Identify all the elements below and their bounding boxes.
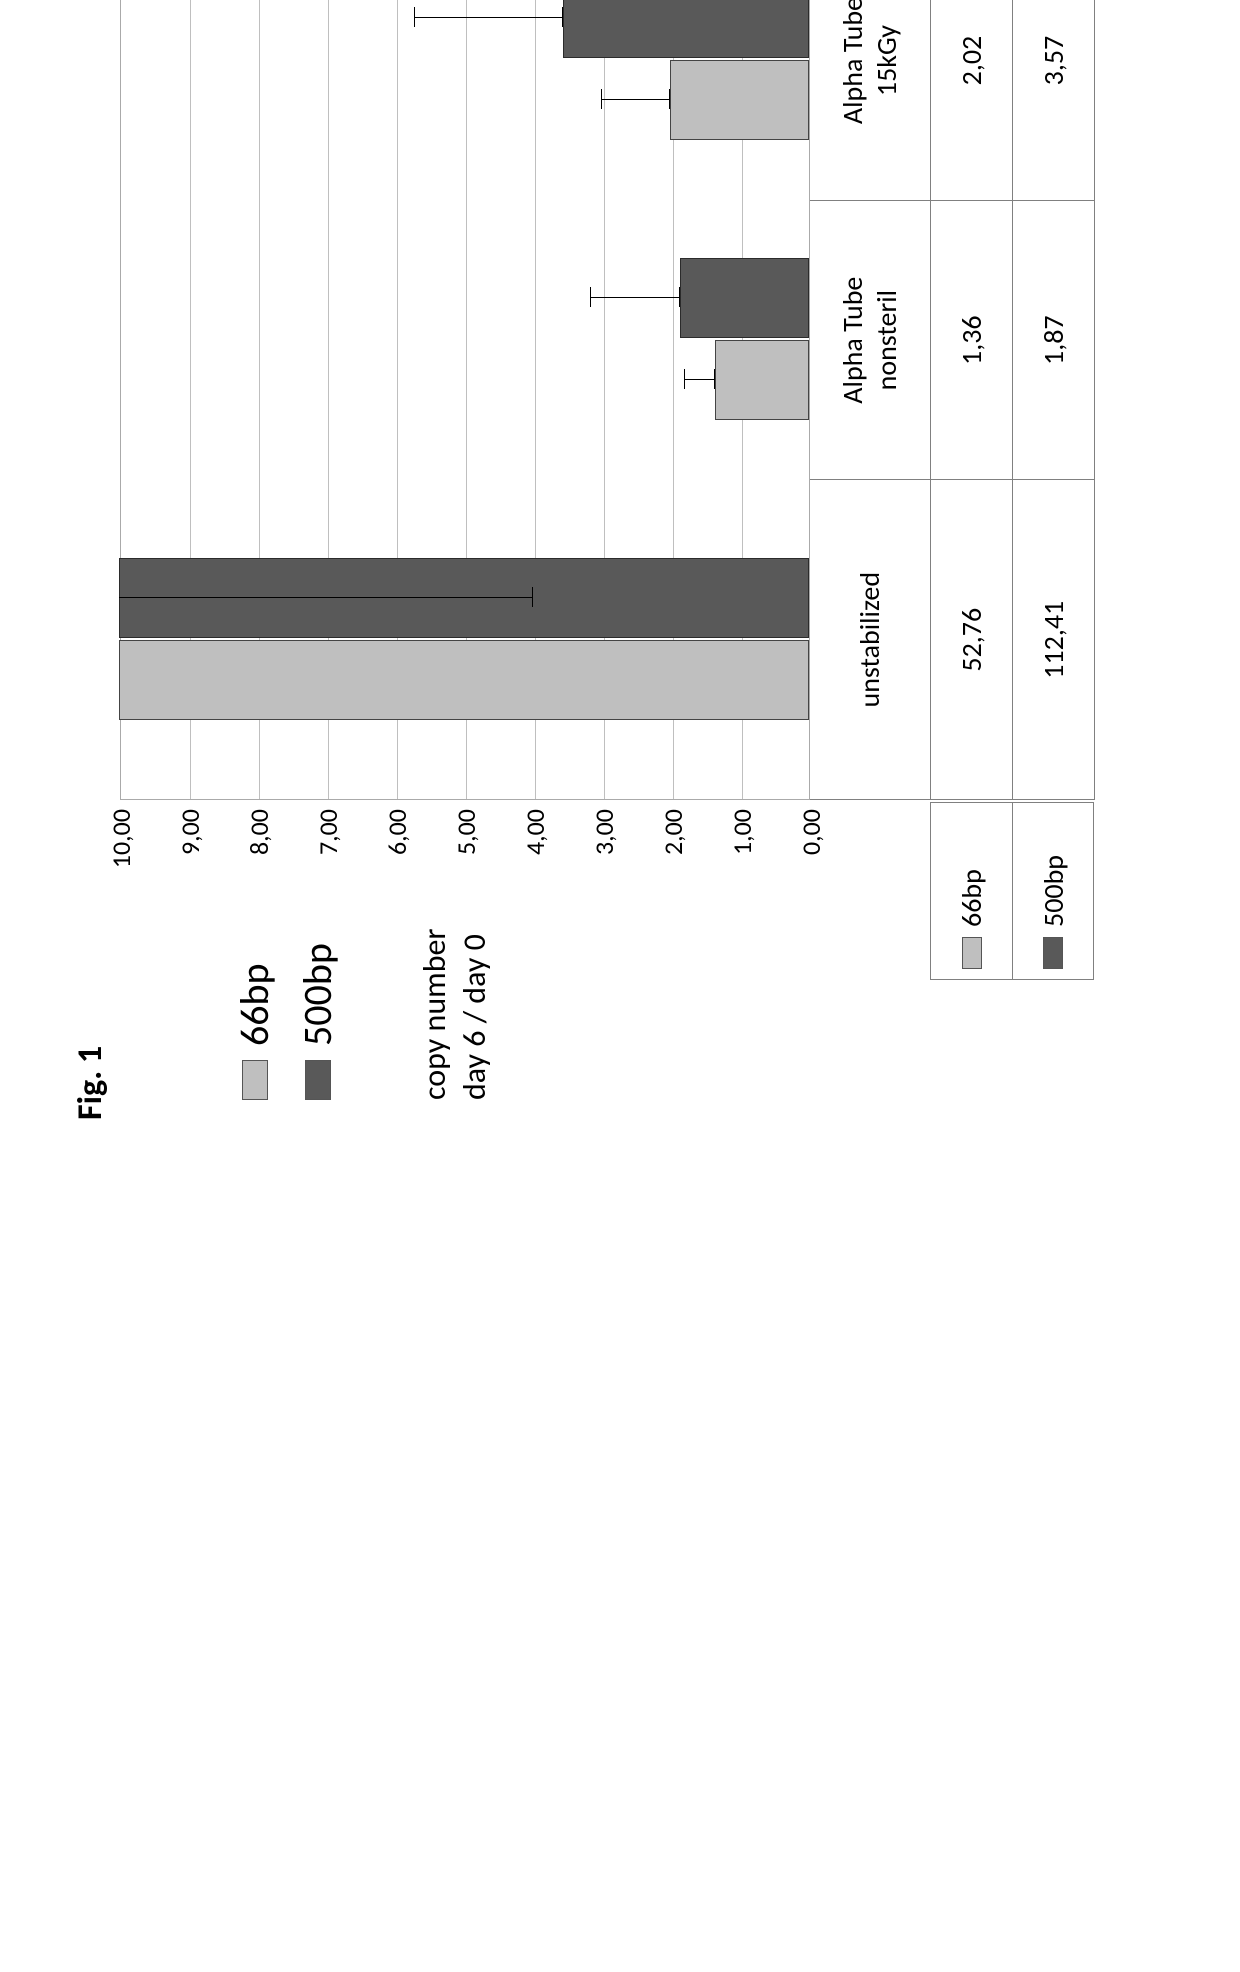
row-header-swatch [962,937,982,969]
y-tick-label: 2,00 [657,809,689,879]
y-axis-label-line2: day 6 / day 0 [455,928,495,1100]
y-tick-label: 5,00 [450,809,482,879]
errorbar-500bp-nonsteril [590,297,680,298]
errorbar-500bp-15kgy [414,17,562,18]
table-cell: Alpha Tubenonsteril [810,200,930,480]
table-row: 112,411,873,573,614,42 [1012,0,1094,799]
table-cell: 2,02 [931,0,1012,200]
errorbar-66bp-nonsteril [684,379,715,380]
y-tick-label: 7,00 [312,809,344,879]
legend-label-66bp: 66bp [230,963,279,1046]
figure-canvas: Fig. 1 66bp 500bp copy number day 6 / da… [0,0,1240,1240]
table-cell: Alpha Tube15kGy [810,0,930,200]
bar-500bp-unstabilized [119,558,809,638]
y-tick-label: 9,00 [174,809,206,879]
table-cell: 112,41 [1013,479,1094,799]
legend-item-66bp: 66bp [230,943,279,1100]
bar-66bp-nonsteril [715,340,809,420]
y-tick-label: 1,00 [726,809,758,879]
y-axis-label-line1: copy number [415,928,455,1100]
chart: 0,001,002,003,004,005,006,007,008,009,00… [120,0,1095,800]
y-tick-label: 0,00 [795,809,827,879]
legend: 66bp 500bp [230,943,356,1100]
row-header-label: 500bp [1036,855,1071,927]
table-cell: unstabilized [810,479,930,799]
y-tick-label: 10,00 [105,809,137,879]
table-row-header-500bp: 500bp [1012,802,1094,980]
row-header-label: 66bp [954,869,989,927]
legend-swatch-66bp [242,1060,268,1100]
figure-label: Fig. 1 [70,1046,111,1120]
errorbar-500bp-unstabilized [119,597,533,598]
bar-66bp-15kgy [670,60,809,140]
table-cell: 1,87 [1013,200,1094,480]
legend-label-500bp: 500bp [293,943,342,1046]
row-header-swatch [1043,937,1063,969]
table-cell: 52,76 [931,479,1012,799]
y-tick-label: 4,00 [519,809,551,879]
table-cell: 1,36 [931,200,1012,480]
plot-area: 0,001,002,003,004,005,006,007,008,009,00… [120,0,810,800]
y-tick-label: 8,00 [243,809,275,879]
data-table: unstabilizedAlpha TubenonsterilAlpha Tub… [810,0,1095,800]
table-cell: 3,57 [1013,0,1094,200]
y-tick-label: 6,00 [381,809,413,879]
bar-66bp-unstabilized [119,640,809,720]
y-axis-label: copy number day 6 / day 0 [415,928,495,1100]
table-row: 52,761,362,022,322,44 [930,0,1012,799]
bar-500bp-nonsteril [680,258,809,338]
errorbar-66bp-15kgy [601,99,670,100]
legend-swatch-500bp [305,1060,331,1100]
table-row: unstabilizedAlpha TubenonsterilAlpha Tub… [810,0,930,799]
bar-500bp-15kgy [563,0,809,58]
table-row-header-66bp: 66bp [930,802,1012,980]
y-tick-label: 3,00 [588,809,620,879]
legend-item-500bp: 500bp [293,943,342,1100]
